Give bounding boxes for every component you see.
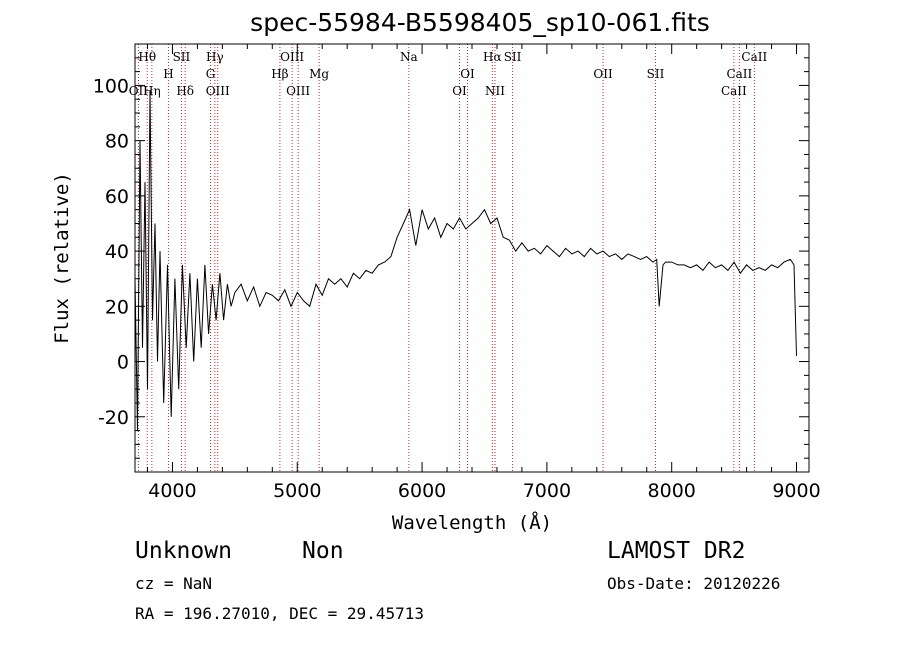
spectral-line-label: OI [452, 84, 467, 98]
spectral-line-label: OII [129, 84, 149, 98]
spectral-line-label: CaII [741, 50, 767, 64]
axis-ticks: 4000 5000 6000 7000 8000 9000 -20 0 20 40 60 80 100 [93, 44, 821, 502]
spectral-line-label: NII [485, 84, 505, 98]
x-tick-label: 6000 [398, 480, 446, 502]
spectral-line-label: OII [593, 67, 613, 81]
spectral-line-label: G [206, 67, 216, 81]
object-class: Unknown [135, 538, 232, 564]
spectral-line-labels: HθOIIHηHSIIHδHγGOIIIOIIIHβOIIIMgNaOIOIHα… [129, 50, 768, 98]
spectral-line-label: H [163, 67, 173, 81]
spectral-line-label: Hη [143, 84, 161, 98]
coordinates: RA = 196.27010, DEC = 29.45713 [135, 604, 424, 623]
plot-frame [134, 43, 810, 473]
spectral-line-label: Hδ [176, 84, 194, 98]
x-tick-label: 9000 [772, 480, 820, 502]
spectral-line-markers [137, 44, 755, 472]
y-tick-label: -20 [98, 407, 129, 429]
survey-name: LAMOST DR2 [607, 538, 746, 564]
spectrum-chart: HθOIIHηHSIIHδHγGOIIIOIIIHβOIIIMgNaOIOIHα… [51, 43, 821, 534]
x-tick-label: 5000 [273, 480, 321, 502]
spectral-line-label: Hθ [138, 50, 156, 64]
x-tick-label: 4000 [148, 480, 196, 502]
spectral-line-label: Na [400, 50, 418, 64]
y-tick-label: 60 [105, 186, 129, 208]
spectral-line-label: SII [173, 50, 191, 64]
y-tick-label: 20 [105, 296, 129, 318]
spectral-line-label: Hγ [206, 50, 224, 64]
object-subclass: Non [302, 538, 344, 564]
redshift-value: cz = NaN [135, 574, 213, 593]
y-tick-label: 80 [105, 131, 129, 153]
spectral-line-label: CaII [721, 84, 747, 98]
observation-date: Obs-Date: 20120226 [607, 574, 781, 593]
spectral-line-label: SII [504, 50, 522, 64]
x-tick-label: 7000 [523, 480, 571, 502]
spectral-line-label: OIII [280, 50, 304, 64]
spectral-line-label: Mg [309, 67, 329, 81]
x-axis-label: Wavelength (Å) [392, 511, 552, 534]
spectrum-series-line [134, 90, 797, 431]
spectral-line-label: OIII [286, 84, 310, 98]
spectral-line-label: Hβ [271, 67, 288, 81]
spectral-line-label: CaII [726, 67, 752, 81]
y-axis-label: Flux (relative) [51, 172, 73, 344]
chart-title: spec-55984-B5598405_sp10-061.fits [250, 8, 710, 37]
y-tick-label: 0 [117, 352, 129, 374]
spectral-line-label: OI [460, 67, 475, 81]
spectral-line-label: OIII [206, 84, 230, 98]
x-tick-label: 8000 [648, 480, 696, 502]
y-tick-label: 40 [105, 241, 129, 263]
spectral-line-label: Hα [483, 50, 502, 64]
spectral-line-label: SII [647, 67, 665, 81]
y-tick-label: 100 [93, 75, 129, 97]
